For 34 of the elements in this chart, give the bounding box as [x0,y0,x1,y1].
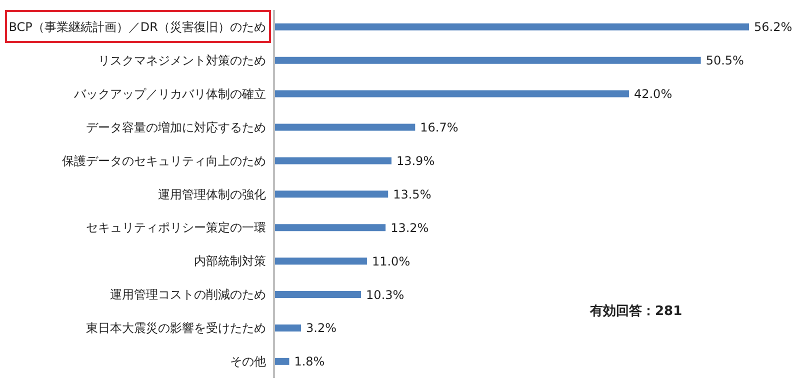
y-tick-label: データ容量の増加に対応するため [86,120,266,134]
y-tick-label: その他 [230,354,266,369]
y-tick-label: バックアップ／リカバリ体制の確立 [73,86,266,101]
y-tick-label: BCP（事業継続計画）／DR（災害復旧）のため [8,20,266,34]
y-tick-label: 内部統制対策 [194,254,266,268]
bar [274,190,388,198]
y-tick-label: セキュリティポリシー策定の一環 [86,220,266,235]
data-label: 16.7% [420,120,458,135]
y-tick-label: リスクマネジメント対策のため [98,53,266,68]
data-label: 1.8% [294,354,325,369]
data-label: 10.3% [366,288,404,302]
data-label: 56.2% [754,20,792,34]
data-label: 42.0% [634,87,672,102]
y-tick-label: 運用管理コストの削減のため [110,288,266,302]
bar [274,90,629,98]
data-label: 13.9% [396,154,435,168]
data-label: 11.0% [372,254,410,268]
data-label: 50.5% [706,54,744,68]
bar [274,124,416,131]
y-tick-label: 保護データのセキュリティ向上のため [62,154,266,168]
bar [274,56,701,64]
bar [274,358,290,365]
annotation: 有効回答：281 [590,303,682,320]
bar [274,224,386,232]
bar [274,324,302,332]
bar [274,258,367,265]
data-label: 13.2% [390,220,429,235]
bar [274,291,362,298]
bar [274,157,392,164]
y-tick-label: 東日本大震災の影響を受けたため [86,321,266,336]
y-tick-label: 運用管理体制の強化 [158,187,266,202]
bar [274,23,749,30]
data-label: 13.5% [393,187,432,202]
data-label: 3.2% [306,321,337,336]
